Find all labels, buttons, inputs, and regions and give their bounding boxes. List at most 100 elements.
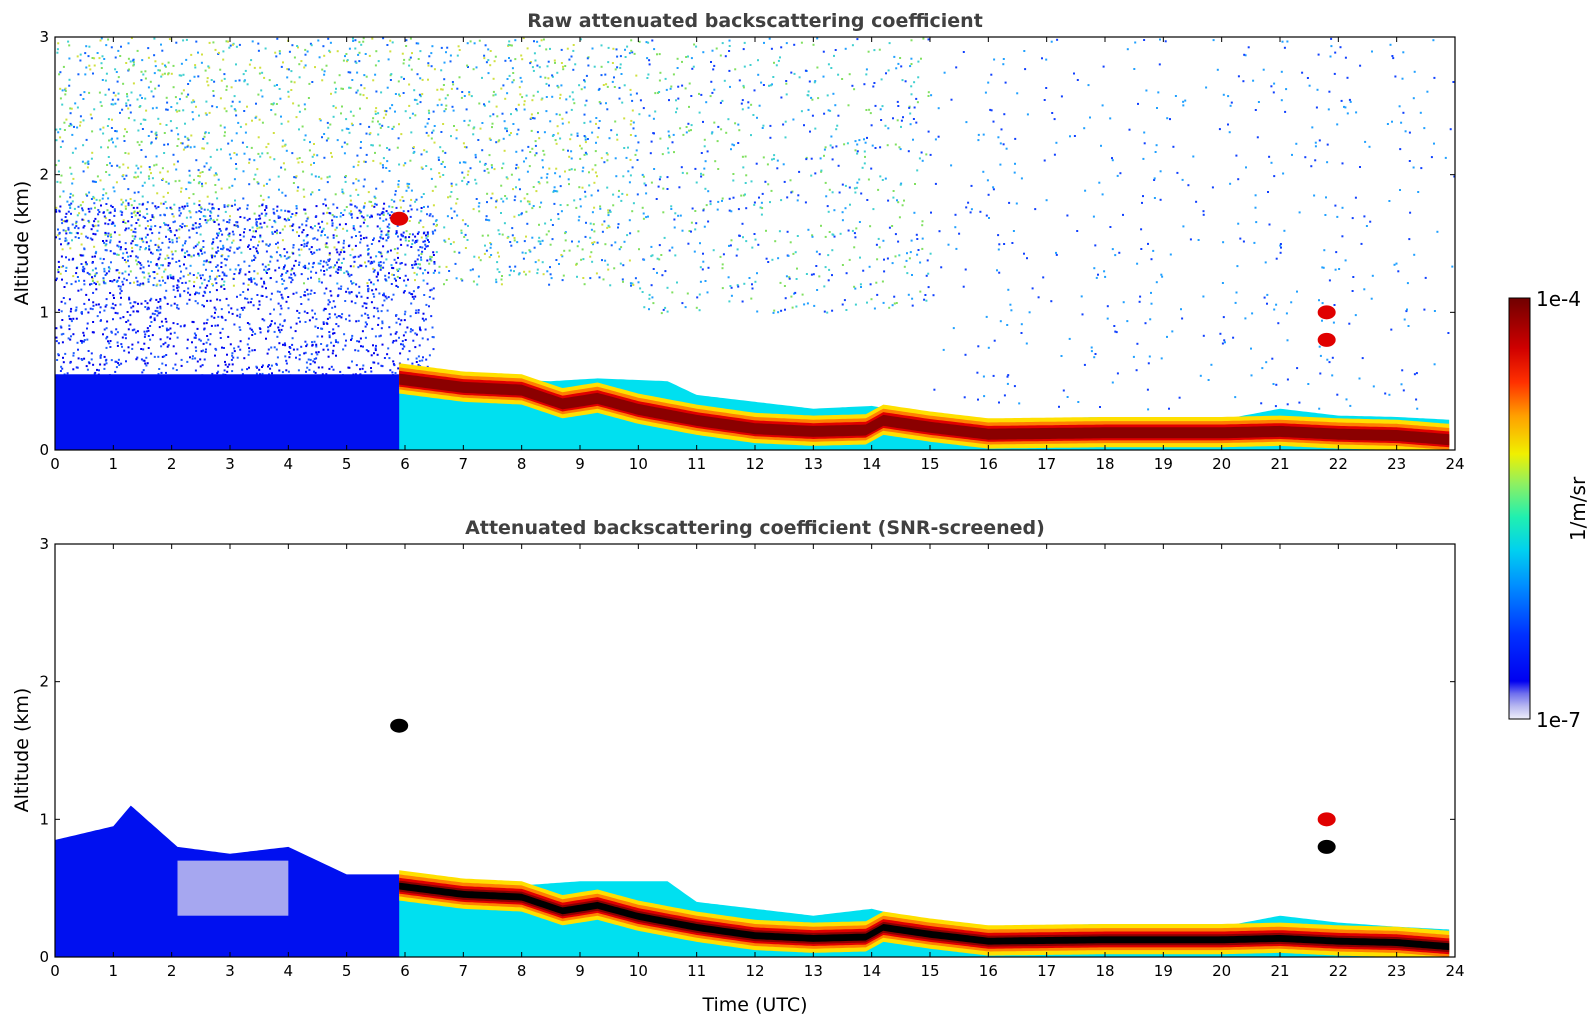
speckle — [130, 212, 133, 215]
speckle — [213, 207, 215, 210]
speckle — [450, 135, 452, 138]
speckle — [75, 220, 78, 223]
speckle — [131, 250, 134, 253]
speckle — [417, 309, 420, 312]
speckle — [898, 146, 901, 149]
speckle — [634, 277, 637, 280]
speckle — [763, 41, 765, 44]
speckle — [57, 353, 60, 356]
speckle — [1148, 355, 1151, 358]
speckle — [85, 365, 88, 368]
speckle — [377, 261, 380, 264]
speckle — [89, 237, 92, 240]
speckle — [1171, 330, 1174, 333]
speckle — [325, 204, 327, 207]
speckle — [443, 61, 446, 64]
speckle — [1331, 356, 1334, 359]
speckle — [853, 285, 856, 288]
speckle — [151, 215, 154, 218]
speckle — [325, 64, 328, 67]
speckle — [609, 284, 612, 287]
speckle — [68, 231, 71, 234]
speckle — [160, 371, 163, 374]
speckle — [186, 202, 189, 205]
speckle — [67, 40, 70, 43]
speckle — [73, 125, 75, 128]
speckle — [846, 142, 849, 145]
speckle — [487, 59, 490, 62]
speckle — [110, 223, 113, 225]
speckle — [145, 247, 147, 250]
speckle — [385, 210, 388, 213]
speckle — [1402, 111, 1405, 114]
speckle — [917, 60, 920, 63]
speckle — [591, 211, 594, 214]
speckle — [800, 41, 803, 44]
speckle — [883, 270, 886, 273]
speckle — [461, 91, 464, 93]
speckle — [853, 232, 856, 235]
speckle — [730, 148, 732, 151]
speckle — [584, 235, 587, 238]
speckle — [172, 153, 175, 156]
speckle — [174, 180, 177, 183]
speckle — [572, 49, 575, 52]
speckle — [359, 234, 362, 237]
speckle — [109, 234, 112, 237]
speckle — [123, 349, 126, 352]
speckle — [140, 140, 143, 143]
speckle — [375, 288, 378, 291]
speckle — [529, 250, 532, 253]
speckle — [375, 275, 378, 278]
speckle — [986, 179, 989, 182]
speckle — [325, 373, 328, 376]
speckle — [732, 173, 735, 175]
speckle — [899, 57, 902, 59]
speckle — [823, 310, 826, 313]
speckle — [89, 113, 92, 116]
speckle — [115, 366, 118, 369]
speckle — [98, 91, 101, 94]
speckle — [61, 278, 63, 281]
speckle — [831, 146, 834, 149]
speckle — [319, 226, 321, 229]
speckle — [628, 219, 631, 222]
speckle — [622, 175, 625, 178]
noise-upper — [55, 37, 640, 287]
speckle — [347, 128, 350, 130]
speckle — [257, 244, 259, 247]
speckle — [1399, 189, 1401, 191]
speckle — [220, 247, 222, 250]
speckle — [101, 262, 104, 265]
speckle — [88, 362, 91, 365]
speckle — [150, 142, 152, 145]
speckle — [367, 191, 370, 194]
speckle — [373, 237, 375, 240]
speckle — [64, 237, 67, 240]
speckle — [82, 270, 84, 273]
speckle — [998, 401, 1000, 404]
speckle — [107, 235, 109, 238]
speckle — [340, 212, 343, 214]
speckle — [184, 281, 187, 284]
speckle — [61, 103, 64, 106]
speckle — [306, 366, 309, 369]
speckle — [292, 182, 295, 184]
speckle — [133, 281, 135, 284]
speckle — [666, 310, 669, 313]
speckle — [466, 173, 469, 176]
speckle — [255, 250, 258, 253]
speckle — [794, 291, 797, 294]
speckle — [460, 232, 463, 234]
speckle — [385, 297, 388, 300]
speckle — [172, 367, 175, 370]
speckle — [1413, 373, 1416, 376]
speckle — [487, 48, 490, 51]
speckle — [377, 273, 379, 276]
speckle — [88, 273, 91, 276]
speckle — [1336, 393, 1339, 396]
speckle — [399, 199, 402, 202]
speckle — [122, 82, 125, 85]
speckle — [390, 264, 393, 267]
